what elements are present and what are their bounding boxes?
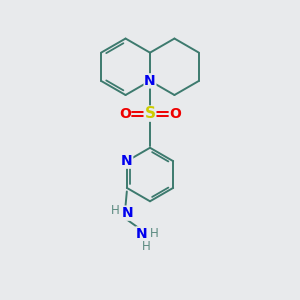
Text: N: N [122,206,134,220]
Text: N: N [144,74,156,88]
Text: O: O [169,106,181,121]
Text: H: H [142,240,151,253]
Text: N: N [121,154,133,168]
Text: H: H [111,204,119,217]
Text: S: S [145,106,155,121]
Text: O: O [119,106,131,121]
Text: N: N [136,227,148,241]
Text: H: H [150,227,159,241]
